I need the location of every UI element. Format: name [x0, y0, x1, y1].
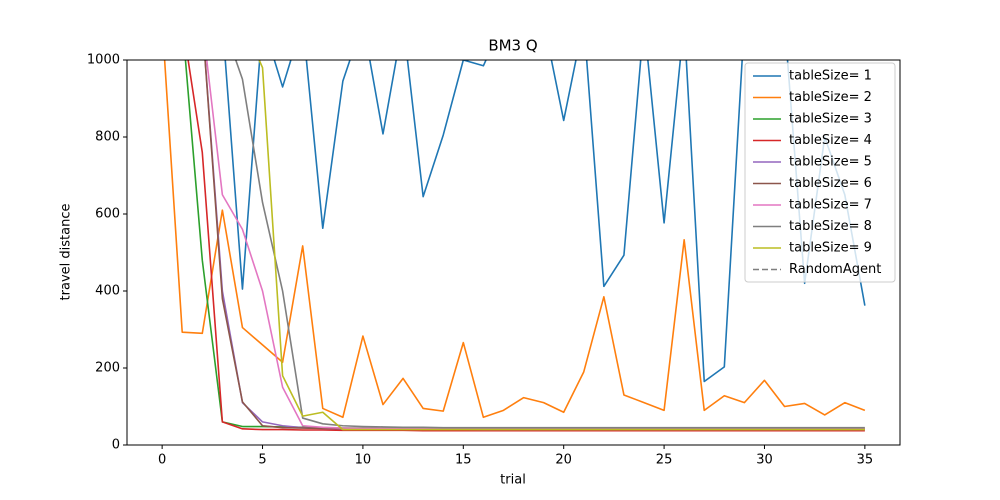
legend-label: tableSize= 8: [789, 219, 872, 234]
legend-label: tableSize= 9: [789, 241, 872, 256]
legend-label: tableSize= 6: [789, 176, 872, 191]
plot-frame: [126, 59, 901, 446]
series-line: [258, 60, 865, 431]
chart-title: BM3 Q: [488, 37, 537, 55]
legend-label: RandomAgent: [789, 262, 881, 277]
x-tick-label: 35: [857, 453, 874, 468]
legend-label: tableSize= 5: [789, 155, 872, 170]
x-tick-label: 20: [555, 453, 572, 468]
legend-label: tableSize= 1: [789, 69, 872, 84]
series-line: [187, 60, 865, 432]
x-axis-label: trial: [500, 473, 526, 488]
x-tick-label: 5: [258, 453, 266, 468]
legend-box: [744, 62, 896, 283]
x-tick-label: 25: [656, 453, 673, 468]
y-tick-label: 200: [95, 361, 120, 376]
plot-lines: [163, 60, 866, 432]
y-tick-label: 1000: [87, 53, 120, 68]
legend-label: tableSize= 2: [789, 90, 872, 105]
y-tick-label: 800: [95, 130, 120, 145]
y-tick-label: 400: [95, 284, 120, 299]
x-tick-label: 10: [355, 453, 372, 468]
x-tick-label: 30: [756, 453, 773, 468]
series-line: [234, 60, 865, 429]
y-axis-label: travel distance: [59, 204, 74, 301]
x-tick-label: 0: [158, 453, 166, 468]
series-line: [163, 60, 866, 419]
legend-label: tableSize= 3: [789, 112, 872, 127]
series-line: [224, 60, 866, 383]
y-tick-label: 600: [95, 207, 120, 222]
legend-label: tableSize= 4: [789, 133, 872, 148]
y-tick-label: 0: [112, 438, 120, 453]
legend-label: tableSize= 7: [789, 198, 872, 213]
x-tick-label: 15: [455, 453, 472, 468]
